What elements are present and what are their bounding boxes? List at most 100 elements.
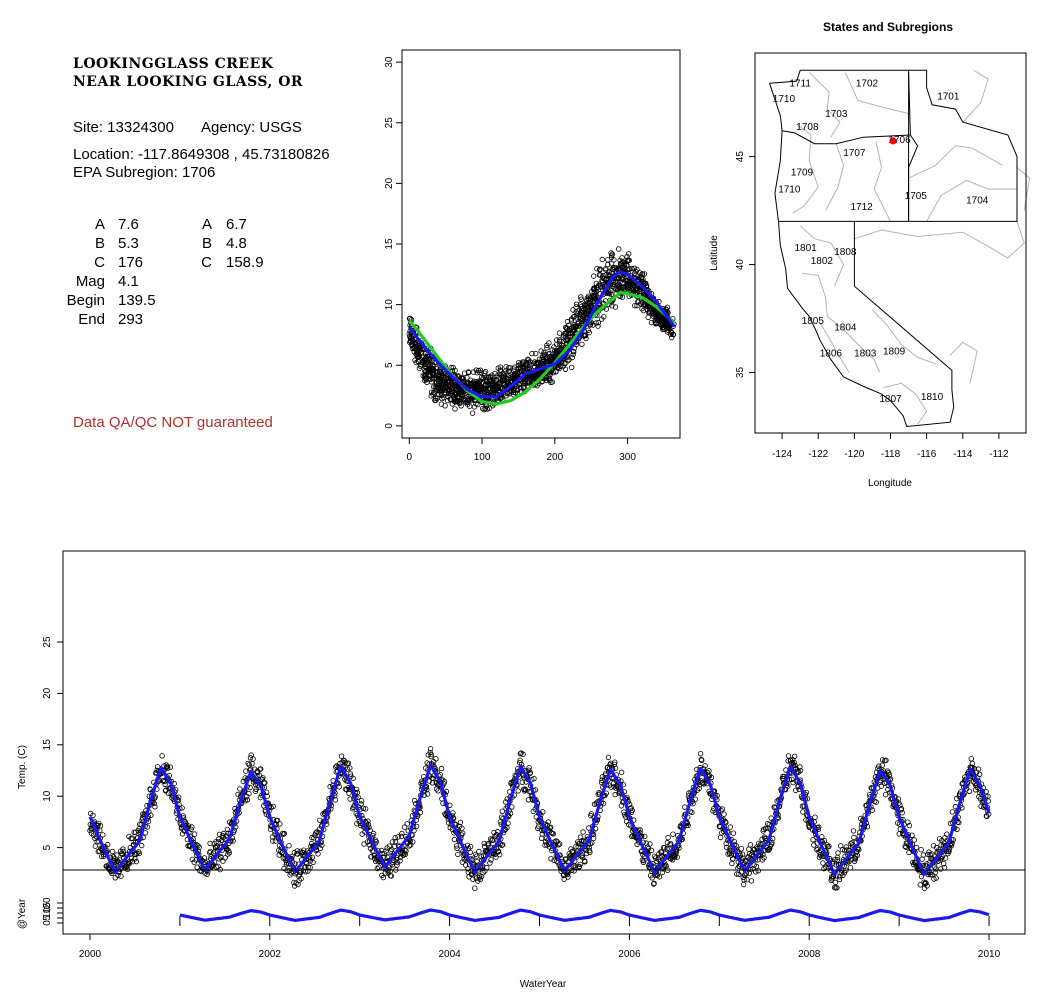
data-point [394, 862, 400, 868]
data-point [744, 877, 750, 883]
data-point [563, 325, 570, 331]
data-point [571, 313, 577, 320]
param-name: End [78, 311, 105, 328]
x-tick-label: 2002 [259, 949, 282, 960]
data-point [92, 843, 98, 849]
data-point [664, 324, 670, 330]
data-point [189, 824, 195, 830]
y-tick-label: 20 [384, 177, 395, 189]
data-point [797, 767, 804, 774]
data-point [637, 827, 643, 833]
sub-y-tick-label: 15 [42, 902, 53, 914]
data-point [403, 848, 409, 854]
data-point [602, 267, 609, 273]
data-point [614, 275, 620, 282]
data-point [634, 285, 640, 292]
data-point [608, 784, 614, 790]
data-point [956, 819, 962, 826]
subregion-border [844, 72, 909, 114]
data-point [668, 841, 674, 847]
data-point [840, 872, 846, 879]
x-tick-label: -122 [808, 449, 828, 460]
data-point [946, 848, 952, 855]
data-point [734, 871, 740, 877]
data-point [404, 821, 410, 827]
data-point [462, 398, 468, 404]
data-point [410, 839, 416, 845]
data-point [578, 317, 585, 323]
data-point [495, 365, 501, 371]
data-point [939, 854, 945, 860]
data-point [689, 809, 695, 816]
data-point [642, 833, 648, 840]
data-point [456, 400, 463, 407]
subregion-border [883, 382, 928, 425]
data-point [495, 848, 502, 854]
param-value: 293 [118, 311, 144, 328]
x-tick-label: 200 [546, 452, 563, 463]
data-point [505, 390, 511, 397]
data-point [492, 833, 499, 839]
data-point [564, 336, 570, 342]
data-point [873, 799, 879, 805]
y-tick-label: 0 [384, 423, 395, 429]
data-point [114, 852, 120, 858]
data-point [362, 806, 369, 812]
sub-y-tick-label: 0 [42, 920, 53, 926]
data-point [609, 251, 616, 257]
map-ylabel: Latitude [709, 235, 720, 271]
data-point [597, 272, 603, 278]
data-point [486, 374, 492, 381]
sub-y-tick-label: 5 [42, 915, 53, 921]
data-point [226, 850, 232, 856]
param-name: Mag [75, 273, 105, 290]
data-point [392, 838, 399, 845]
data-point [580, 312, 587, 319]
data-point [600, 800, 607, 807]
data-point [791, 753, 798, 759]
data-point [906, 822, 913, 829]
data-point [468, 382, 475, 388]
param-name: C [94, 254, 105, 271]
data-point [477, 876, 484, 882]
data-point [895, 796, 902, 802]
data-point [556, 330, 563, 336]
data-point [438, 401, 445, 407]
data-point [540, 809, 546, 815]
data-point [572, 323, 578, 330]
data-point [628, 281, 635, 288]
data-point [590, 286, 597, 292]
data-point [136, 850, 143, 857]
data-point [856, 847, 862, 853]
ts-xlabel: WaterYear [520, 979, 567, 990]
data-point [366, 842, 373, 848]
data-point [435, 788, 441, 794]
data-point [347, 771, 354, 777]
data-point [791, 759, 797, 766]
state-borders [769, 69, 1018, 428]
data-point [619, 276, 625, 282]
data-point [175, 794, 182, 800]
data-point [505, 372, 512, 378]
data-point [427, 373, 433, 379]
data-point [905, 819, 911, 825]
data-point [281, 830, 288, 837]
data-point [631, 265, 638, 271]
data-point [588, 811, 595, 817]
data-point [578, 303, 585, 310]
data-point [529, 375, 536, 381]
data-point [538, 379, 545, 385]
data-point [544, 377, 550, 384]
site-id-label: Site: 13324300 [73, 119, 174, 136]
data-point [835, 850, 841, 856]
data-point [534, 360, 541, 367]
data-point [738, 846, 744, 852]
data-point [120, 848, 126, 855]
site-name-line2: NEAR LOOKING GLASS, OR [73, 74, 304, 90]
param-value: 7.6 [118, 216, 139, 233]
data-point [589, 840, 595, 846]
agency-label: Agency: USGS [201, 119, 302, 136]
y-tick-label: 40 [735, 259, 746, 271]
data-point [545, 819, 552, 825]
data-point [484, 406, 490, 412]
